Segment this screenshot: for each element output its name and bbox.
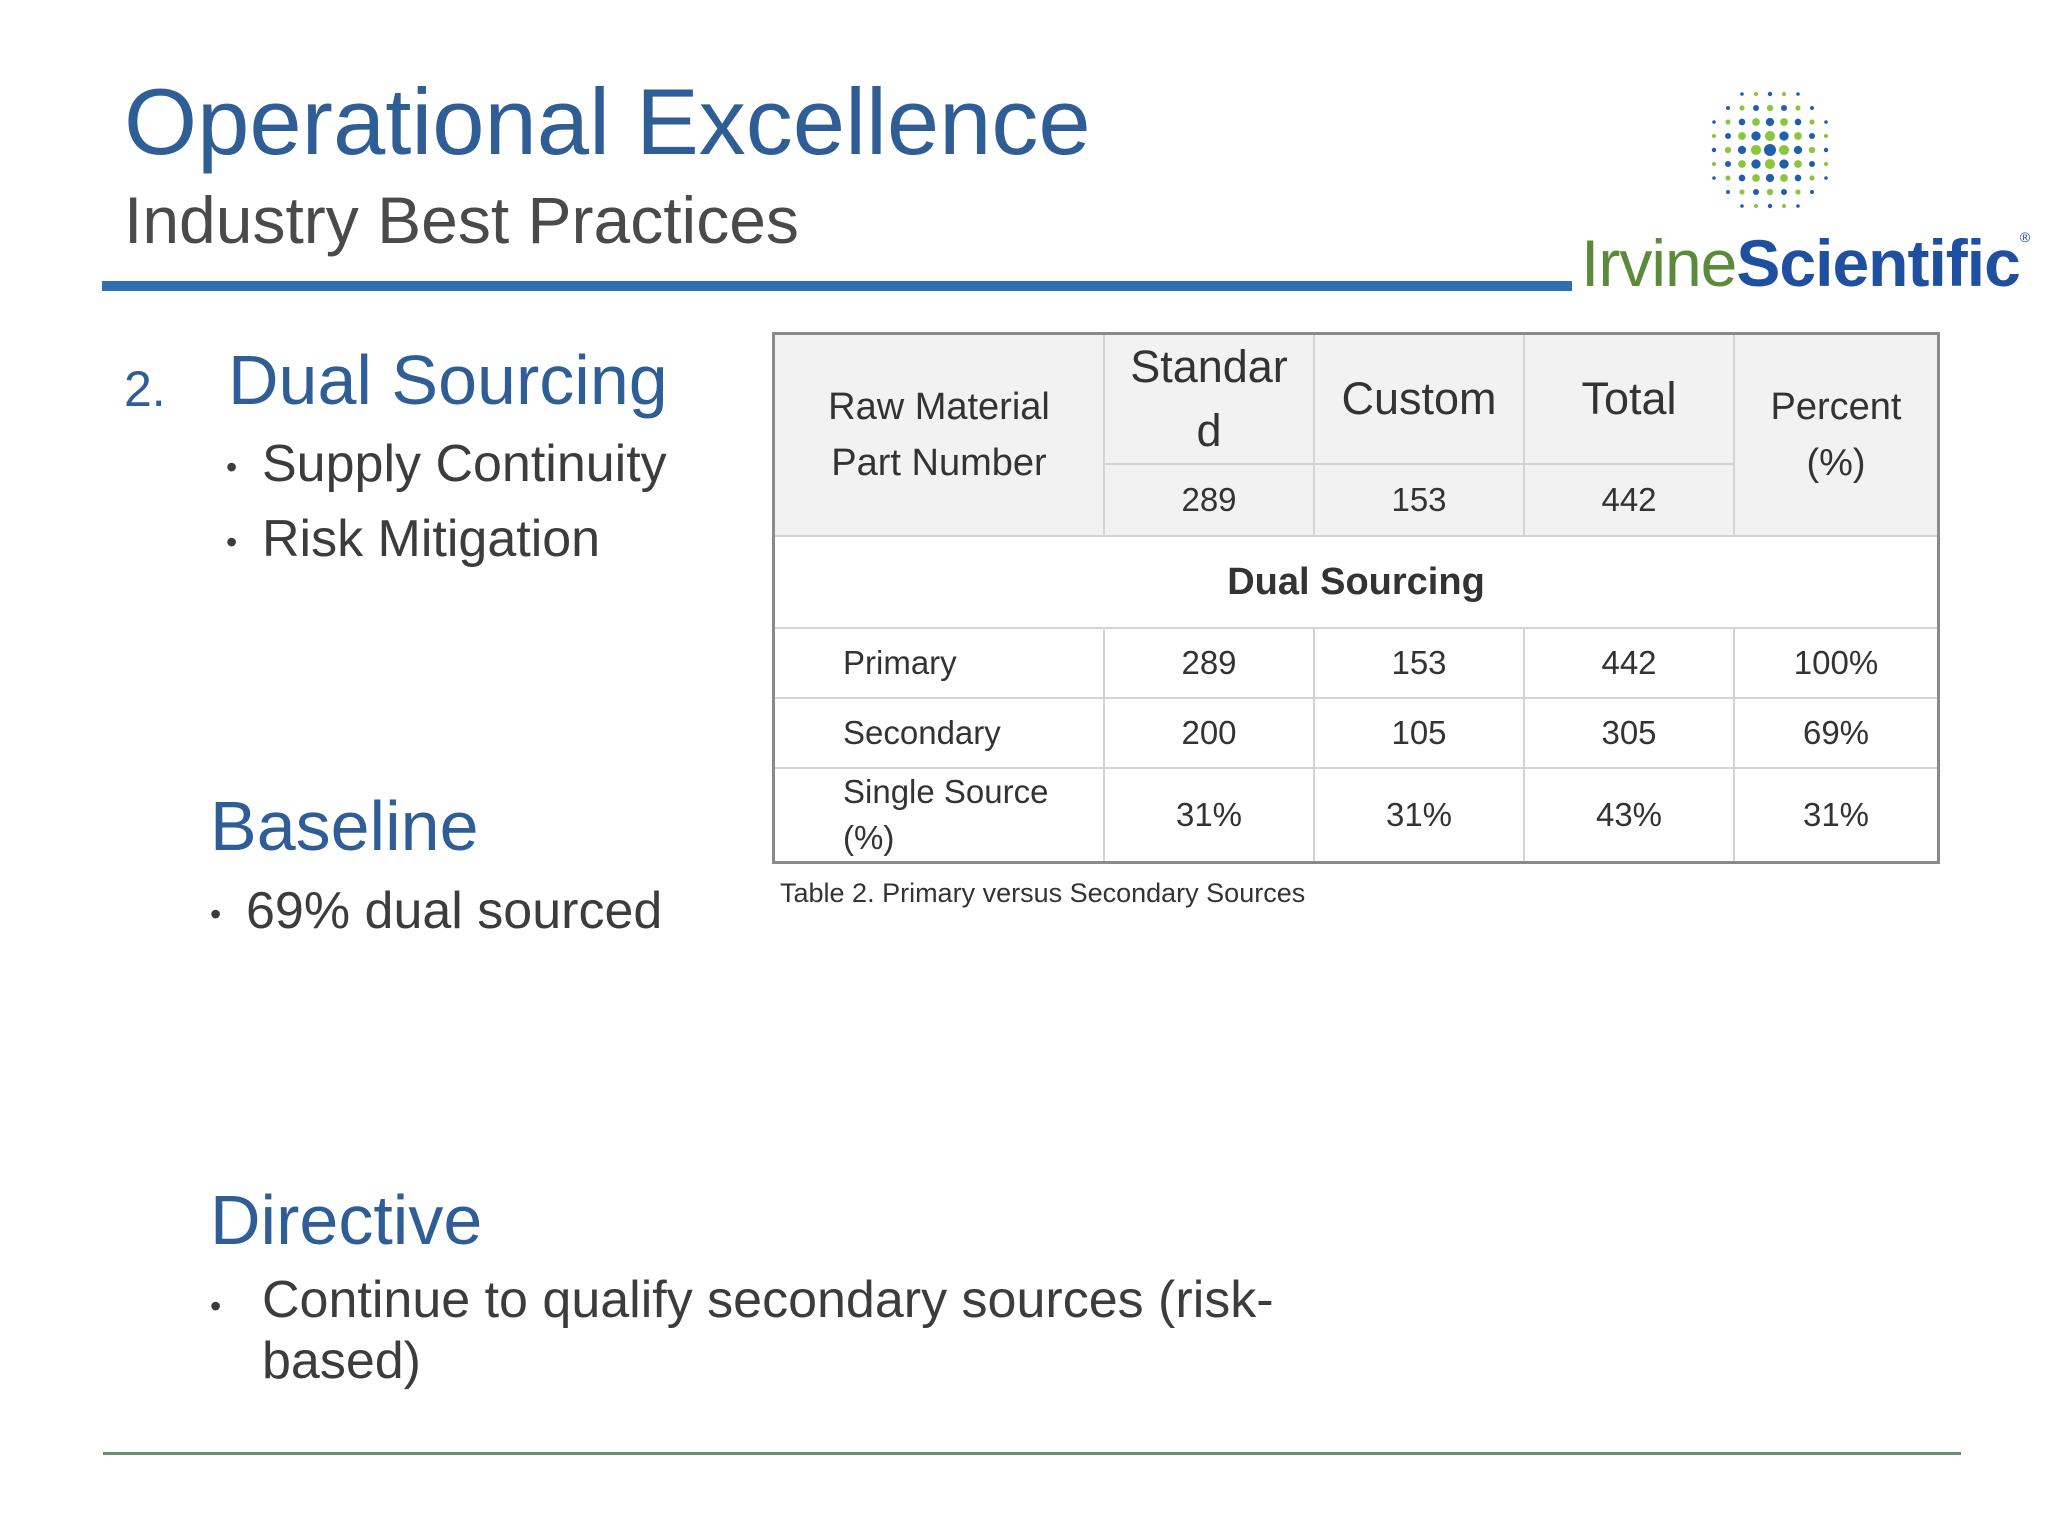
header-total: Total [1523, 332, 1735, 465]
header-standard: Standard [1103, 332, 1315, 465]
bullet-dot-icon: • [226, 448, 238, 485]
cell-primary-standard: 289 [1103, 627, 1315, 699]
directive-heading: Directive [210, 1181, 483, 1259]
table-row: Primary 289 153 442 100% [772, 627, 1940, 699]
cell-single-total: 43% [1523, 767, 1735, 864]
bullet-supply-continuity: • Supply Continuity [226, 435, 667, 493]
header-count-custom: 153 [1313, 463, 1525, 537]
logo-word-scientific: Scientific [1736, 226, 2020, 300]
cell-single-percent: 31% [1733, 767, 1940, 864]
footer-rule [103, 1452, 1961, 1455]
cell-secondary-standard: 200 [1103, 697, 1315, 769]
cell-secondary-custom: 105 [1313, 697, 1525, 769]
dual-sourcing-heading: Dual Sourcing [228, 341, 668, 419]
logo-trademark: ® [2019, 229, 2030, 245]
header-rule [102, 281, 1572, 291]
cell-single-standard: 31% [1103, 767, 1315, 864]
irvine-scientific-logo: IrvineScientific® [1575, 80, 2030, 302]
header-percent: Percent (%) [1733, 332, 1940, 537]
slide-subtitle: Industry Best Practices [124, 183, 799, 257]
dot-grid-icon [1711, 91, 1829, 209]
table-header-row: Raw Material Part Number Standard Custom… [772, 332, 1940, 537]
table-caption: Table 2. Primary versus Secondary Source… [780, 878, 1306, 908]
table-row: Secondary 200 105 305 69% [772, 697, 1940, 769]
baseline-heading: Baseline [210, 787, 479, 865]
bullet-dot-icon: • [210, 895, 222, 932]
bullet-dot-icon: • [226, 523, 238, 560]
sourcing-table: Raw Material Part Number Standard Custom… [772, 332, 1940, 864]
cell-secondary-total: 305 [1523, 697, 1735, 769]
table-section-row: Dual Sourcing [772, 535, 1940, 629]
cell-secondary-percent: 69% [1733, 697, 1940, 769]
cell-primary-custom: 153 [1313, 627, 1525, 699]
table-row: Single Source (%) 31% 31% 43% 31% [772, 767, 1940, 864]
cell-single-custom: 31% [1313, 767, 1525, 864]
bullet-baseline: • 69% dual sourced [210, 882, 663, 940]
bullet-dot-icon: • [210, 1288, 222, 1324]
row-label-secondary: Secondary [772, 697, 1105, 769]
table-header-counts-row: 289 153 442 [774, 463, 1939, 537]
row-label-single-source: Single Source (%) [772, 767, 1105, 864]
logo-word-irvine: Irvine [1581, 226, 1737, 300]
bullet-directive: • Continue to qualify secondary sources (… [210, 1271, 1274, 1390]
header-count-standard: 289 [1103, 463, 1315, 537]
slide-title: Operational Excellence [124, 69, 1091, 174]
cell-primary-total: 442 [1523, 627, 1735, 699]
row-label-primary: Primary [772, 627, 1105, 699]
header-count-total: 442 [1523, 463, 1735, 537]
section-dual-sourcing: Dual Sourcing [772, 535, 1940, 629]
header-raw-material: Raw Material Part Number [772, 332, 1105, 537]
cell-primary-percent: 100% [1733, 627, 1940, 699]
header-custom: Custom [1313, 332, 1525, 465]
logo-wordmark: IrvineScientific® [1581, 229, 2030, 296]
item-number: 2. [124, 361, 166, 417]
bullet-risk-mitigation: • Risk Mitigation [226, 510, 601, 568]
